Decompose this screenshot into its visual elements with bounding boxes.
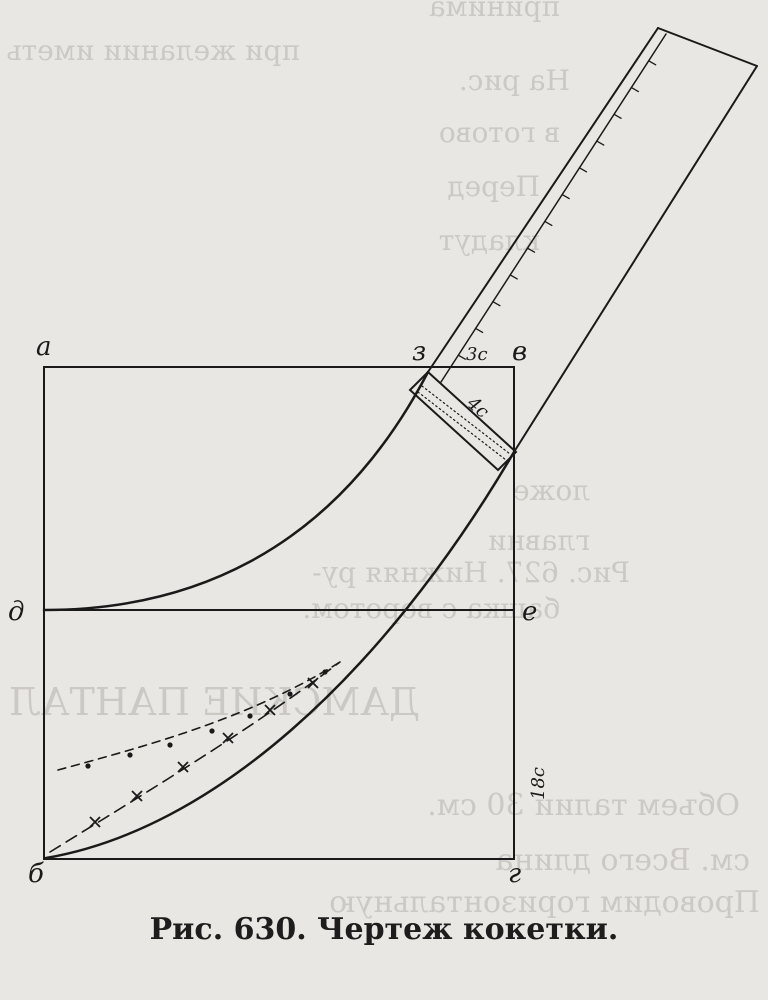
guide-dot — [287, 691, 293, 697]
bleed-line: в готово — [439, 116, 560, 149]
bleed-line: Перед — [447, 170, 540, 203]
bleed-line: Рис. 627. Нижняя ру- — [312, 556, 630, 589]
label-point-z: з — [412, 337, 426, 367]
bleed-through-layer: принима при желании иметь рубаш На рис. … — [0, 0, 760, 920]
band-tick — [526, 247, 536, 253]
guide-dot — [167, 742, 173, 748]
band-inner-edge — [440, 33, 667, 383]
guide-cross — [89, 816, 101, 828]
dim-3cm: 3с — [466, 344, 488, 365]
bleed-line: ДАМСКИЕ ПАНТАЛ — [9, 680, 420, 724]
label-point-g: г — [508, 859, 521, 889]
bleed-line: Объем талии 30 см. — [427, 788, 740, 823]
label-point-d: д — [8, 597, 24, 627]
guide-dot — [209, 728, 215, 734]
band-left-edge — [427, 27, 659, 373]
band-tick — [578, 167, 588, 173]
band-tick — [509, 274, 518, 280]
cross-guide-line — [49, 661, 341, 853]
guide-cross — [264, 704, 276, 716]
strip-dotted-line — [417, 391, 507, 461]
guide-dots — [85, 669, 328, 769]
guide-dot — [322, 669, 328, 675]
guide-dot — [85, 763, 91, 769]
band-right-edge — [513, 65, 758, 453]
dim-4cm: 4с — [462, 392, 493, 423]
label-point-b: б — [28, 859, 44, 889]
band-tick — [544, 220, 553, 227]
guide-cross — [307, 677, 319, 689]
dot-guide-line — [57, 661, 341, 771]
band-tick — [474, 327, 484, 334]
bleed-line: см. Всего длина — [495, 843, 750, 878]
bleed-line: На рис. — [459, 64, 570, 97]
band-tick — [457, 354, 466, 360]
yoke-strip — [408, 370, 518, 472]
dim-18cm: 18с — [528, 767, 549, 800]
lower-yoke-curve — [44, 450, 516, 860]
guide-dot — [127, 752, 133, 758]
band-tick — [613, 113, 622, 119]
band-tick — [492, 301, 501, 307]
strip-dotted-line — [421, 385, 511, 455]
band-tick — [648, 60, 657, 66]
bleed-line: главни — [488, 524, 590, 557]
bleed-line: принима — [429, 0, 560, 23]
band-tick — [630, 86, 640, 93]
guide-cross — [131, 790, 143, 802]
base-rectangle — [43, 366, 515, 860]
upper-yoke-curve — [42, 370, 430, 612]
guide-cross — [222, 732, 234, 744]
guide-dot — [247, 713, 253, 719]
figure-caption: Рис. 630. Чертеж кокетки. — [149, 912, 619, 947]
label-point-a: а — [36, 332, 52, 362]
band-ticks — [457, 60, 657, 360]
label-point-e: е — [522, 597, 537, 627]
band-top-edge — [657, 27, 758, 67]
guide-crosses — [89, 677, 319, 828]
bleed-line: ложе — [513, 474, 590, 507]
bleed-line: при желании иметь рубаш — [0, 34, 300, 67]
band-tick — [561, 193, 570, 200]
guide-cross — [177, 761, 189, 773]
bleed-line: Проводим горизонтальную — [329, 885, 760, 920]
band-tick — [596, 140, 605, 146]
label-point-v: в — [512, 337, 527, 367]
bleed-line: башка с воротом. — [302, 592, 560, 625]
